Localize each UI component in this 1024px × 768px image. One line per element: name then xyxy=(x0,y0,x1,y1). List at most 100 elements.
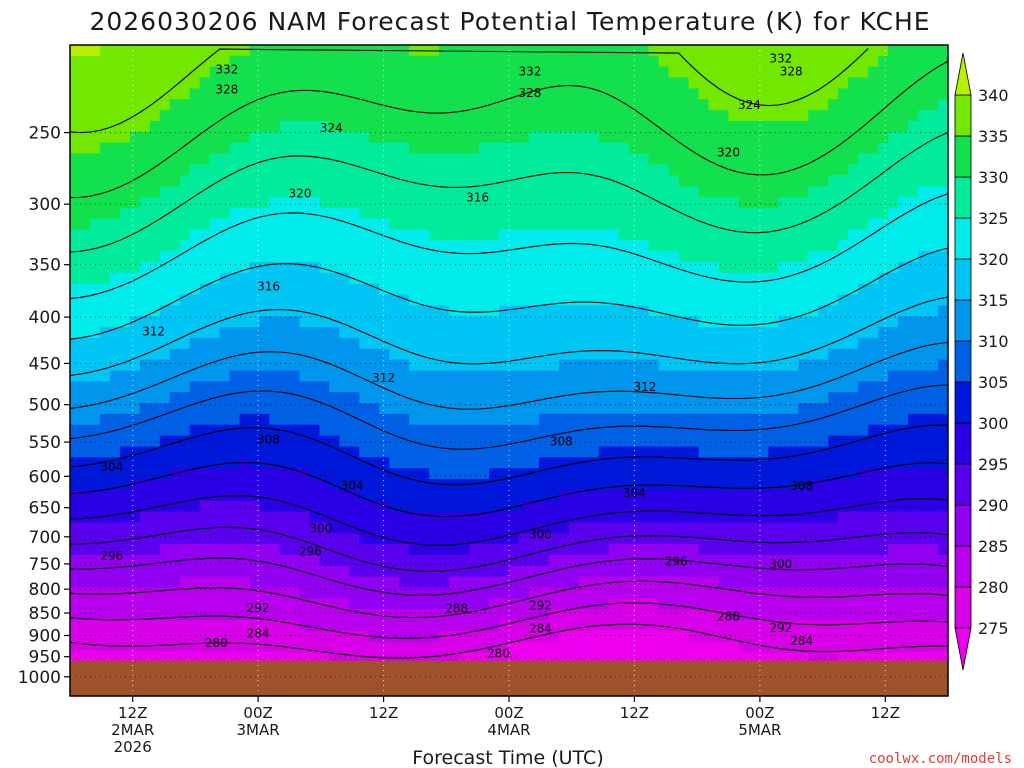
field-cell xyxy=(379,413,390,426)
field-cell xyxy=(738,381,750,393)
field-cell xyxy=(529,533,540,545)
field-cell xyxy=(429,99,440,111)
field-cell xyxy=(558,555,570,567)
field-cell xyxy=(409,511,420,523)
field-cell xyxy=(838,652,849,664)
field-cell xyxy=(588,142,600,154)
field-cell xyxy=(159,99,171,111)
field-cell xyxy=(878,479,889,491)
field-cell xyxy=(409,457,420,469)
field-cell xyxy=(499,457,510,469)
field-cell xyxy=(299,609,311,621)
field-cell xyxy=(269,468,281,480)
field-cell xyxy=(798,110,809,122)
field-cell xyxy=(229,55,241,68)
field-cell xyxy=(708,120,720,133)
field-cell xyxy=(479,164,490,176)
field-cell xyxy=(519,381,530,393)
field-cell xyxy=(678,620,690,632)
field-cell xyxy=(538,587,550,599)
field-cell xyxy=(628,240,640,252)
field-cell xyxy=(109,522,121,534)
field-cell xyxy=(209,283,221,296)
field-cell xyxy=(439,587,450,599)
field-cell xyxy=(648,424,660,437)
field-cell xyxy=(878,218,889,230)
field-cell xyxy=(199,142,211,154)
field-cell xyxy=(788,533,799,545)
field-cell xyxy=(568,99,580,111)
field-cell xyxy=(738,120,750,133)
field-cell xyxy=(399,392,410,404)
field-cell xyxy=(179,620,191,632)
field-cell xyxy=(499,272,510,285)
field-cell xyxy=(519,533,530,545)
field-cell xyxy=(179,229,191,241)
field-cell xyxy=(668,435,680,447)
field-cell xyxy=(199,305,211,317)
field-cell xyxy=(658,66,670,79)
field-cell xyxy=(658,555,670,567)
field-cell xyxy=(808,66,819,79)
field-cell xyxy=(768,587,779,599)
field-cell xyxy=(558,620,570,632)
field-cell xyxy=(798,403,809,415)
field-cell xyxy=(309,630,321,643)
field-cell xyxy=(708,175,720,187)
field-cell xyxy=(70,641,81,654)
field-cell xyxy=(818,413,829,426)
field-cell xyxy=(858,110,869,122)
field-cell xyxy=(608,88,620,100)
field-cell xyxy=(469,229,480,241)
field-cell xyxy=(109,348,121,361)
field-cell xyxy=(469,120,480,133)
field-cell xyxy=(868,251,879,263)
field-cell xyxy=(459,359,470,372)
field-cell xyxy=(80,424,91,437)
field-cell xyxy=(249,381,261,393)
field-cell xyxy=(888,337,899,350)
field-cell xyxy=(728,294,740,306)
field-cell xyxy=(149,45,161,57)
field-cell xyxy=(768,359,779,372)
field-cell xyxy=(279,110,291,122)
field-cell xyxy=(718,544,730,556)
field-cell xyxy=(738,348,750,361)
field-cell xyxy=(319,652,330,664)
field-cell xyxy=(838,348,849,361)
field-cell xyxy=(748,218,760,230)
field-cell xyxy=(149,337,161,350)
field-cell xyxy=(658,131,670,144)
field-cell xyxy=(309,240,321,252)
field-cell xyxy=(189,413,201,426)
field-cell xyxy=(239,153,251,165)
field-cell xyxy=(888,598,899,610)
field-cell xyxy=(558,305,570,317)
field-cell xyxy=(588,598,600,610)
field-cell xyxy=(269,99,281,111)
field-cell xyxy=(99,457,111,469)
field-cell xyxy=(149,457,161,469)
field-cell xyxy=(269,305,281,317)
field-cell xyxy=(778,262,789,274)
field-cell xyxy=(239,207,251,220)
field-cell xyxy=(658,337,670,350)
field-cell xyxy=(489,587,500,599)
field-cell xyxy=(469,370,480,382)
field-cell xyxy=(379,316,390,328)
field-cell xyxy=(269,381,281,393)
field-cell xyxy=(598,45,610,57)
field-cell xyxy=(409,630,420,643)
field-cell xyxy=(509,283,520,296)
field-cell xyxy=(608,207,620,220)
field-cell xyxy=(678,565,690,578)
field-cell xyxy=(618,348,630,361)
field-cell xyxy=(568,153,580,165)
field-cell xyxy=(329,522,340,534)
field-cell xyxy=(159,120,171,133)
field-cell xyxy=(309,131,321,144)
field-cell xyxy=(319,522,330,534)
field-cell xyxy=(459,348,470,361)
field-cell xyxy=(738,533,750,545)
field-cell xyxy=(189,196,201,209)
